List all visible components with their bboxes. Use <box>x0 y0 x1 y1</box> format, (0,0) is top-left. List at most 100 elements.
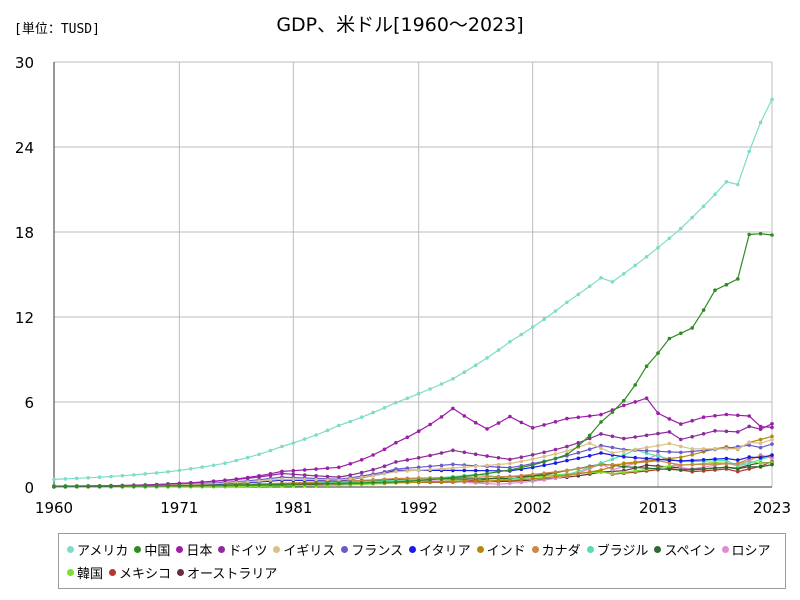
data-point-カナダ <box>519 473 524 478</box>
data-point-カナダ <box>736 461 740 466</box>
data-point-イギリス <box>542 454 546 459</box>
data-point-イタリア <box>530 465 535 470</box>
legend-label: ブラジル <box>596 544 649 559</box>
data-point-アメリカ <box>713 192 717 197</box>
legend-item: イギリス <box>273 540 335 559</box>
data-point-ロシア <box>519 480 524 485</box>
data-point-イギリス <box>758 441 763 446</box>
data-point-スペイン <box>758 465 763 469</box>
data-point-アメリカ <box>75 476 79 481</box>
data-point-日本 <box>565 416 569 421</box>
y-tick-label: 18 <box>15 224 34 242</box>
data-point-日本 <box>348 462 353 466</box>
legend-item: ブラジル <box>586 540 649 559</box>
data-point-イギリス <box>257 479 261 483</box>
legend-label: アメリカ <box>77 544 129 559</box>
data-point-日本 <box>736 413 740 418</box>
data-point-カナダ <box>667 461 672 465</box>
data-point-イギリス <box>428 467 432 472</box>
data-point-イギリス <box>519 459 524 464</box>
data-point-中国 <box>371 480 375 485</box>
data-point-アメリカ <box>371 410 375 415</box>
data-point-アメリカ <box>189 467 193 471</box>
unit-label: [単位：TUSD] <box>14 22 100 37</box>
data-point-日本 <box>530 426 535 430</box>
data-point-中国 <box>200 483 204 488</box>
data-point-日本 <box>405 435 410 440</box>
legend-label: カナダ <box>541 544 581 559</box>
data-point-イタリア <box>576 456 581 461</box>
series-line-ドイツ <box>167 423 773 485</box>
legend-item: カナダ <box>531 540 581 559</box>
data-point-イギリス <box>314 477 318 482</box>
data-point-韓国 <box>667 464 672 468</box>
data-point-アメリカ <box>462 370 467 375</box>
data-point-中国 <box>325 481 330 486</box>
data-point-インド <box>519 477 524 482</box>
data-point-イタリア <box>587 454 592 458</box>
data-point-日本 <box>382 447 387 452</box>
data-point-ドイツ <box>633 435 637 439</box>
data-point-アメリカ <box>610 280 615 284</box>
legend-marker <box>654 546 662 553</box>
data-point-カナダ <box>394 476 398 481</box>
data-point-フランス <box>439 463 444 468</box>
data-point-アメリカ <box>690 215 694 220</box>
data-point-中国 <box>63 484 68 488</box>
data-point-日本 <box>576 415 581 420</box>
data-point-カナダ <box>679 463 683 467</box>
data-point-中国 <box>143 484 147 488</box>
data-point-中国 <box>359 481 364 485</box>
data-point-アメリカ <box>530 325 535 329</box>
data-point-ドイツ <box>485 454 489 458</box>
data-point-スペイン <box>667 467 672 472</box>
legend-label: 中国 <box>144 544 171 559</box>
data-point-アメリカ <box>701 204 706 208</box>
legend-marker <box>109 569 117 576</box>
data-point-ドイツ <box>724 429 729 434</box>
data-point-ドイツ <box>553 447 558 452</box>
data-point-ドイツ <box>416 456 421 460</box>
legend-label: 日本 <box>186 544 213 559</box>
data-point-中国 <box>97 484 102 488</box>
data-point-アメリカ <box>348 419 353 424</box>
data-point-日本 <box>758 424 763 429</box>
data-point-韓国 <box>758 461 763 466</box>
data-point-フランス <box>405 466 410 471</box>
data-point-スペイン <box>622 464 626 469</box>
data-point-中国 <box>291 482 296 486</box>
data-point-日本 <box>679 422 683 426</box>
data-point-イタリア <box>667 458 672 463</box>
data-point-アメリカ <box>622 272 626 276</box>
data-point-フランス <box>758 445 763 450</box>
data-point-ドイツ <box>610 434 615 439</box>
data-point-インド <box>473 479 478 483</box>
data-point-日本 <box>428 422 432 427</box>
data-point-インド <box>610 465 615 469</box>
legend-label: ドイツ <box>228 544 268 559</box>
legend-label: インド <box>486 544 526 559</box>
data-point-アメリカ <box>439 382 444 386</box>
data-point-アメリカ <box>416 391 421 396</box>
data-point-日本 <box>371 453 375 457</box>
data-point-イギリス <box>690 447 694 451</box>
data-point-フランス <box>587 447 592 452</box>
data-point-イタリア <box>690 458 694 463</box>
data-point-日本 <box>656 411 660 416</box>
data-point-フランス <box>770 442 774 446</box>
data-point-フランス <box>576 450 581 455</box>
data-point-中国 <box>211 483 216 488</box>
data-point-インド <box>599 468 603 472</box>
data-point-イギリス <box>656 443 660 448</box>
data-point-アメリカ <box>553 309 558 313</box>
data-point-カナダ <box>371 478 375 482</box>
data-point-インド <box>565 473 569 478</box>
data-point-フランス <box>690 449 694 454</box>
legend-item: フランス <box>341 540 403 559</box>
data-point-日本 <box>599 412 603 417</box>
data-point-中国 <box>679 331 683 336</box>
data-point-日本 <box>724 412 729 417</box>
data-point-イタリア <box>736 458 740 462</box>
legend-item: 日本 <box>176 540 212 559</box>
